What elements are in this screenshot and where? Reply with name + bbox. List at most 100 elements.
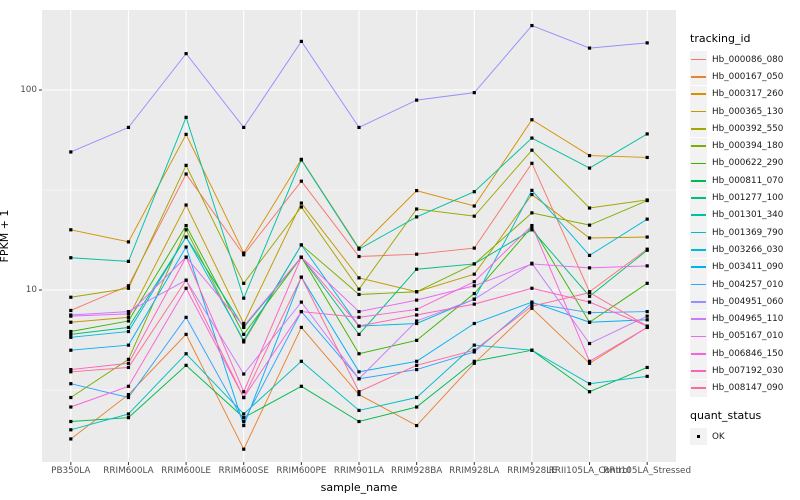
- legend-item: Hb_000365_130: [690, 103, 800, 121]
- data-point: [357, 125, 361, 130]
- data-point: [126, 361, 131, 365]
- data-point: [242, 321, 246, 326]
- data-point: [587, 341, 592, 346]
- legend-item-label: Hb_003411_090: [712, 262, 784, 273]
- legend-line-icon: [691, 266, 706, 269]
- legend-item-label: Hb_000392_550: [712, 123, 784, 134]
- legend-key: [690, 189, 707, 207]
- data-point: [415, 423, 419, 428]
- data-point: [357, 408, 361, 413]
- legend-item-label: Hb_001369_790: [712, 227, 784, 238]
- data-point: [357, 276, 361, 280]
- legend-item-label: Hb_003266_030: [712, 244, 784, 255]
- data-point: [587, 320, 592, 324]
- data-point: [126, 392, 131, 397]
- legend-item-label: Hb_000365_130: [712, 106, 784, 117]
- data-point: [645, 318, 649, 322]
- data-point: [299, 39, 303, 43]
- data-point: [415, 267, 419, 271]
- data-point: [184, 163, 188, 167]
- legend-item-label: Hb_006846_150: [712, 348, 784, 359]
- data-point: [357, 254, 361, 259]
- legend-item-label: Hb_008147_090: [712, 383, 784, 394]
- legend-title-quant-status: quant_status: [690, 408, 762, 422]
- data-point: [645, 324, 649, 328]
- data-point: [472, 291, 476, 296]
- data-point: [184, 315, 188, 319]
- legend: tracking_id Hb_000086_080 Hb_000167_050 Hb…: [690, 32, 800, 446]
- data-point: [645, 235, 649, 239]
- data-point: [530, 304, 534, 308]
- data-point: [587, 46, 592, 50]
- legend-line-icon: [691, 76, 706, 78]
- data-point: [472, 297, 476, 301]
- data-point: [126, 125, 131, 130]
- legend-line-icon: [691, 110, 706, 113]
- x-tick-label: RRIM600SE: [218, 466, 269, 476]
- legend-line-icon: [691, 370, 706, 372]
- legend-key: [690, 379, 707, 397]
- data-point: [69, 335, 73, 339]
- legend-key: [690, 172, 707, 190]
- data-point: [587, 206, 592, 210]
- legend-item-label: Hb_000086_080: [712, 54, 784, 65]
- legend-line-icon: [691, 231, 706, 234]
- data-point: [299, 300, 303, 304]
- data-point: [242, 412, 246, 416]
- data-point: [299, 325, 303, 330]
- data-point: [587, 291, 592, 295]
- data-point: [242, 251, 246, 255]
- data-point: [587, 166, 592, 170]
- legend-line-icon: [691, 179, 706, 182]
- data-point: [472, 302, 476, 306]
- legend-item: Hb_003266_030: [690, 241, 800, 259]
- data-point: [472, 91, 476, 95]
- data-point: [587, 266, 592, 270]
- data-point: [126, 395, 131, 400]
- data-point: [530, 348, 534, 352]
- legend-line-icon: [691, 283, 706, 286]
- data-point: [587, 361, 592, 365]
- legend-item: Hb_000622_290: [690, 154, 800, 172]
- legend-key: [690, 258, 707, 276]
- data-point: [530, 301, 534, 305]
- legend-item: Hb_000317_260: [690, 85, 800, 103]
- legend-key: [690, 362, 707, 380]
- data-point: [69, 332, 73, 336]
- data-point: [184, 52, 188, 56]
- legend-key: [690, 293, 707, 311]
- data-point: [357, 332, 361, 336]
- x-tick-label: RRII105LA_Stressed: [603, 466, 692, 476]
- x-tick-label: RRIM901LA: [333, 466, 385, 476]
- data-point: [69, 348, 73, 352]
- legend-item: Hb_000811_070: [690, 172, 800, 190]
- legend-item: Hb_000086_080: [690, 51, 800, 69]
- data-point: [69, 150, 73, 154]
- data-point: [415, 395, 419, 400]
- data-point: [472, 350, 476, 354]
- data-point: [415, 189, 419, 193]
- data-point: [357, 315, 361, 319]
- legend-key: [690, 137, 707, 155]
- data-point: [415, 207, 419, 211]
- legend-item-label: Hb_000622_290: [712, 158, 784, 169]
- data-point: [645, 155, 649, 160]
- data-point: [69, 314, 73, 318]
- data-point: [645, 217, 649, 221]
- data-point: [415, 298, 419, 302]
- data-point: [530, 211, 534, 215]
- legend-item-label: Hb_001301_340: [712, 210, 784, 221]
- x-tick-label: RRIM600LA: [103, 466, 154, 476]
- data-point: [299, 205, 303, 209]
- data-point: [299, 201, 303, 205]
- data-point: [242, 125, 246, 130]
- data-point: [126, 412, 131, 416]
- data-point: [415, 252, 419, 256]
- legend-line-icon: [691, 58, 706, 61]
- legend-line-icon: [691, 335, 706, 338]
- data-point: [357, 287, 361, 291]
- legend-quant-status: quant_status OK: [690, 408, 800, 446]
- legend-item: Hb_001369_790: [690, 224, 800, 242]
- data-point: [645, 198, 649, 203]
- legend-key: [690, 154, 707, 172]
